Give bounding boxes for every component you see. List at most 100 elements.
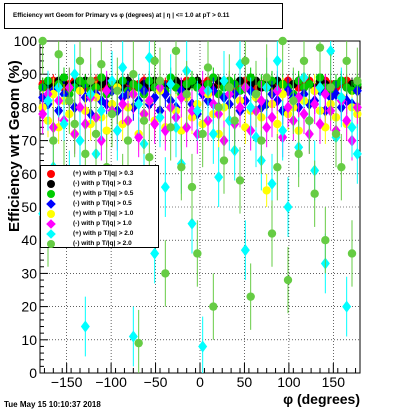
data-point [262,186,271,195]
data-point [193,249,202,258]
data-point [75,101,85,114]
data-point [70,119,79,129]
data-point [145,153,154,162]
y-tick-label: 40 [21,232,37,248]
data-point [65,96,74,105]
data-point [225,83,234,92]
x-tick-label: 100 [277,374,301,390]
legend-marker [47,170,55,178]
data-point [112,124,122,137]
x-tick-label: 150 [322,374,346,390]
data-point [166,78,176,91]
x-tick-label: −50 [144,374,168,390]
data-point [251,89,261,99]
data-point [273,162,282,172]
legend-marker [47,190,55,198]
data-point [198,129,207,139]
y-tick-label: 90 [21,66,37,82]
legend-marker [47,180,55,188]
data-point [134,98,144,111]
data-point [310,98,320,111]
legend-item: (+) with p T/|q| > 0.5 [41,189,158,199]
data-point [321,236,330,245]
data-point [235,101,245,114]
data-point [267,229,277,238]
data-point [331,129,341,139]
data-point [150,247,160,260]
data-point [208,127,218,140]
data-point [38,36,47,46]
data-point [283,275,293,285]
legend-label: (-) with p T/|q| > 1.0 [73,220,132,227]
data-point [91,129,101,139]
data-point [139,116,149,125]
data-point [160,181,170,194]
x-tick-label: −100 [95,374,127,390]
data-point [203,63,213,72]
data-point [118,98,128,111]
legend-label: (+) with p T/|q| > 0.5 [73,190,134,197]
data-point [336,91,346,104]
data-point [43,94,53,107]
data-point [235,176,245,185]
y-tick-label: 60 [21,166,37,182]
data-point [198,84,208,97]
data-point [187,76,197,86]
data-point [155,76,165,86]
data-point [299,108,309,121]
data-point [326,44,336,57]
data-point [262,73,271,82]
legend-marker [47,240,55,248]
y-tick-label: 70 [21,133,37,149]
data-point [209,302,218,311]
data-point [289,96,298,105]
data-point [128,330,138,343]
data-point [214,103,223,112]
legend-label: (-) with p T/|q| > 0.3 [73,180,132,187]
data-point [342,300,352,313]
data-point [187,104,197,117]
data-point [182,121,192,134]
data-point [96,104,106,117]
y-tick-label: 20 [21,299,37,315]
legend-label: (+) with p T/|q| > 0.3 [73,170,134,177]
x-tick-label: 0 [196,374,204,390]
data-point [315,118,325,130]
data-point [241,56,250,66]
y-tick-label: 10 [21,332,37,348]
data-point [326,83,335,92]
data-point [310,189,319,198]
legend-label: (-) with p T/|q| > 0.5 [73,200,132,207]
legend: (+) with p T/|q| > 0.3 (-) with p T/|q| >… [40,165,159,248]
y-tick-label: 100 [14,33,38,49]
data-point [75,56,85,66]
data-point [257,136,266,145]
chart-title-box: Efficiency wrt Geom for Primary vs φ (de… [4,3,283,29]
data-point [134,338,143,348]
data-point [219,156,229,165]
data-point [347,249,357,258]
data-point [352,147,362,160]
legend-item: (-) with p T/|q| > 2.0 [41,239,158,249]
data-point [134,131,144,144]
data-point [80,320,90,333]
data-point [273,119,282,129]
data-point [123,136,133,145]
data-point [305,116,314,125]
y-tick-label: 50 [21,199,37,215]
y-tick-label: 30 [21,265,37,281]
legend-item: (-) with p T/|q| > 1.0 [41,219,158,229]
x-tick-label: 50 [237,374,253,390]
data-point [272,54,282,67]
data-point [86,76,95,86]
legend-marker [46,229,56,239]
data-point [102,126,111,135]
data-point [353,76,362,86]
chart-title: Efficiency wrt Geom for Primary vs φ (de… [13,12,230,19]
y-tick-label: 0 [29,365,37,381]
legend-item: (+) with p T/|q| > 1.0 [41,209,158,219]
data-point [118,61,128,74]
data-point [337,162,346,172]
data-point [49,89,58,99]
